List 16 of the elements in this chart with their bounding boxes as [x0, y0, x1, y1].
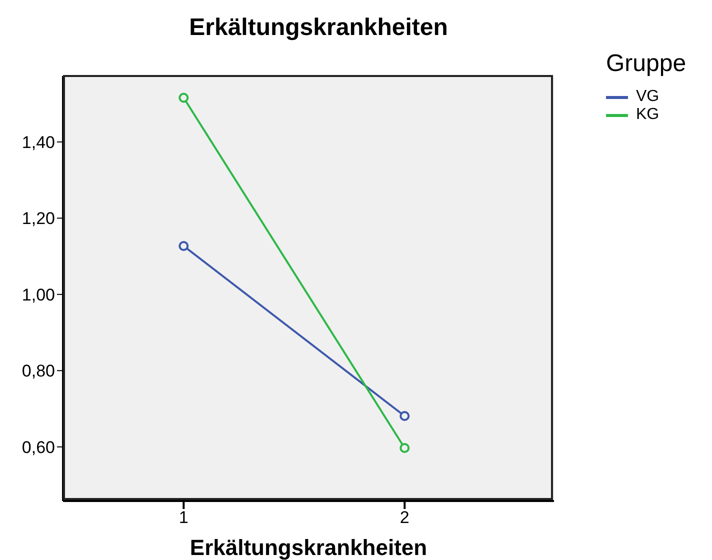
- point: [400, 443, 410, 454]
- legend-label: KG: [636, 106, 660, 124]
- y-tick-label: 0,80: [22, 362, 55, 381]
- y-tick-label: 1,40: [22, 132, 55, 152]
- point: [400, 411, 410, 421]
- y-tick-label: 1,00: [22, 285, 55, 304]
- legend-title: Gruppe: [606, 50, 686, 78]
- x-tick-label: 1: [178, 508, 188, 528]
- point: [178, 241, 189, 251]
- x-tick-label: 2: [400, 508, 410, 528]
- y-tick-label: 0,60: [22, 438, 55, 457]
- point: [178, 92, 189, 103]
- legend-label: VG: [636, 88, 660, 106]
- x-axis-title: Erkältungskrankheiten: [188, 535, 428, 560]
- y-tick-label: 1,20: [22, 209, 55, 228]
- chart-title: Erkältungskrankheiten: [188, 14, 449, 42]
